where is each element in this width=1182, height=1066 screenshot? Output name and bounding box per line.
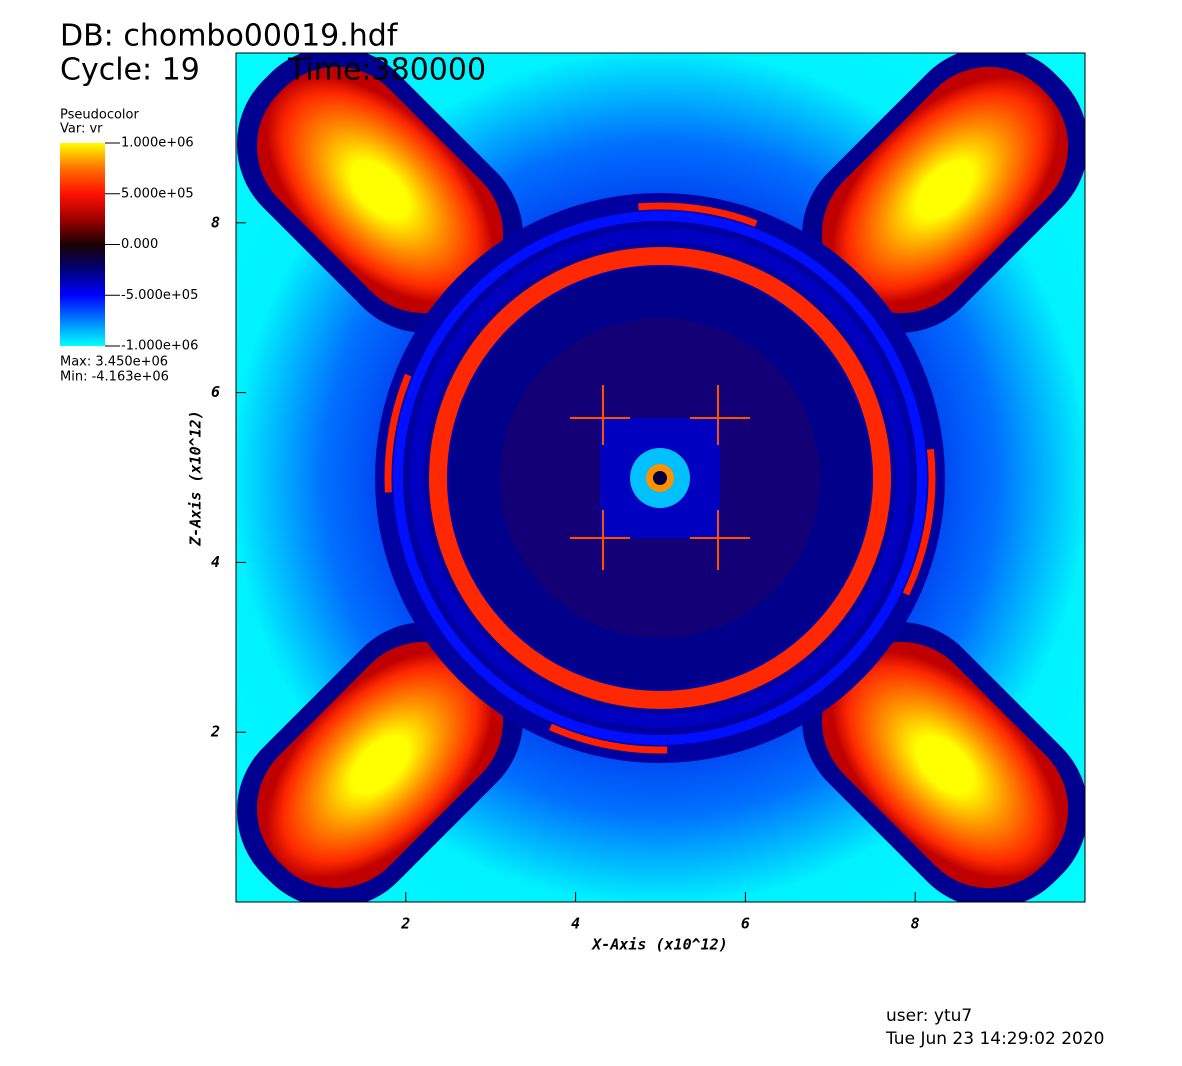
time: Time:380000 <box>287 53 486 88</box>
field <box>236 53 1085 902</box>
footer-user: user: ytu7 <box>886 1006 972 1026</box>
y-tick-label: 8 <box>211 213 220 231</box>
x-tick-label: 4 <box>571 915 580 933</box>
legend-max: Max: 3.450e+06 <box>60 355 168 370</box>
colorbar-tick-label: 5.000e+05 <box>121 186 194 201</box>
db-name: DB: chombo00019.hdf <box>60 19 399 54</box>
x-tick-label: 8 <box>911 915 920 933</box>
lobes <box>236 53 1085 902</box>
x-axis-label: X-Axis (x10^12) <box>590 936 727 954</box>
colorbar-tick-label: -5.000e+05 <box>121 288 198 303</box>
colorbar-tick-label: 0.000 <box>121 237 158 252</box>
x-tick-label: 6 <box>741 915 750 933</box>
colorbar <box>60 143 105 346</box>
y-tick-label: 2 <box>210 723 220 741</box>
cycle: Cycle: 19 <box>60 53 200 88</box>
colorbar-tick-label: -1.000e+06 <box>121 339 198 354</box>
y-tick-label: 4 <box>211 553 220 571</box>
y-tick-label: 6 <box>211 383 220 401</box>
plot-frame <box>235 52 1086 903</box>
x-tick-label: 2 <box>400 915 410 933</box>
y-axis-label: Z-Axis (x10^12) <box>187 410 205 546</box>
footer-date: Tue Jun 23 14:29:02 2020 <box>885 1029 1104 1049</box>
legend-var: Var: vr <box>60 122 103 137</box>
legend-min: Min: -4.163e+06 <box>60 370 169 385</box>
colorbar-tick-label: 1.000e+06 <box>121 136 194 151</box>
legend-plot: Pseudocolor <box>60 108 139 123</box>
